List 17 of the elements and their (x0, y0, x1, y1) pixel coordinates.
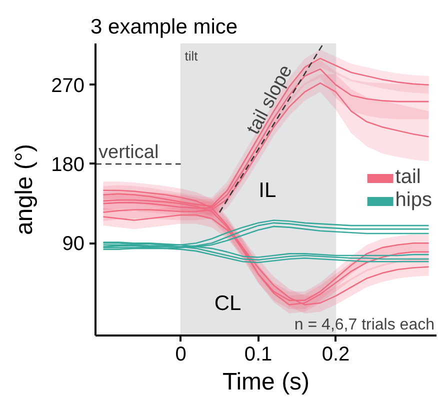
annotation: IL (258, 178, 276, 202)
chart-title: 3 example mice (90, 16, 238, 38)
legend-label: tail (395, 166, 421, 189)
annotation: n = 4,6,7 trials each (294, 316, 435, 334)
y-tick-label: 180 (51, 154, 85, 176)
x-axis-title: Time (s) (222, 368, 310, 396)
x-tick-label: 0.1 (244, 344, 272, 366)
x-tick-label: 0 (175, 344, 186, 366)
y-tick-label: 90 (62, 233, 85, 256)
annotation: CL (214, 292, 242, 315)
legend-label: hips (395, 189, 432, 212)
x-tick-label: 0.2 (322, 344, 350, 366)
y-axis-title: angle (°) (11, 144, 38, 235)
ref-line-label: vertical (98, 142, 159, 163)
annotation: tail slope (243, 62, 297, 138)
y-tick-label: 270 (51, 74, 85, 97)
band-label: tilt (184, 48, 198, 64)
